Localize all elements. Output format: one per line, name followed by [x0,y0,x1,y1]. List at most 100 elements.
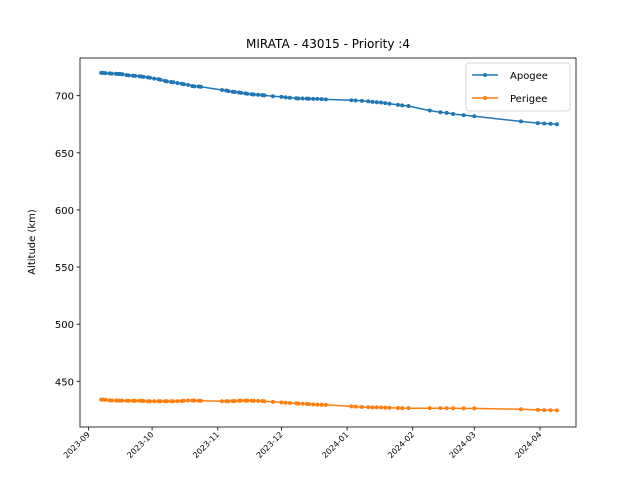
perigee-point [548,408,553,413]
apogee-point [554,122,559,127]
x-tick-label: 2023-12 [255,430,285,460]
apogee-point [175,81,180,86]
apogee-point [152,76,157,81]
apogee-point [518,119,523,124]
apogee-point [374,100,379,105]
x-tick-label: 2023-11 [191,430,221,460]
x-tick-label: 2024-01 [320,430,350,460]
x-axis: 2023-09 2023-10 2023-11 2023-12 2024-01 2024-… [62,427,543,460]
apogee-point [245,91,250,96]
apogee-point [400,103,405,108]
perigee-point [147,399,152,404]
apogee-point [251,92,256,97]
apogee-point [387,101,392,106]
perigee-point [126,398,131,403]
y-tick-label: 450 [55,377,74,388]
apogee-point [383,101,388,106]
apogee-point [126,73,131,78]
perigee-point [353,404,358,409]
perigee-point [245,398,250,403]
apogee-point [548,121,553,126]
perigee-point [378,405,383,410]
apogee-point [315,96,320,101]
apogee-point [406,103,411,108]
apogee-point [300,96,305,101]
perigee-point [279,400,284,405]
apogee-point [270,94,275,99]
perigee-point [226,399,231,404]
perigee-point [387,405,392,410]
chart-title: MIRATA - 43015 - Priority :4 [246,37,410,51]
apogee-point [472,114,477,119]
perigee-point [374,405,379,410]
apogee-point [370,99,375,104]
perigee-point [359,405,364,410]
apogee-point [239,90,244,95]
perigee-point [451,406,456,411]
perigee-point [427,406,432,411]
apogee-point [427,108,432,113]
apogee-point [158,77,163,82]
apogee-point [451,111,456,116]
apogee-point [171,80,176,85]
perigee-point [251,398,256,403]
perigee-point [164,399,169,404]
perigee-point [141,398,146,403]
apogee-point [220,87,225,92]
apogee-point [306,96,311,101]
perigee-point [296,401,301,406]
apogee-point [256,92,261,97]
apogee-point [283,95,288,100]
perigee-point [181,398,186,403]
perigee-point [103,397,108,402]
perigee-point [319,402,324,407]
apogee-point [226,89,231,94]
perigee-point [262,399,267,404]
y-tick-label: 550 [55,263,74,274]
perigee-point [198,398,203,403]
apogee-point [109,71,114,76]
perigee-point [311,402,316,407]
apogee-point [461,113,466,118]
x-tick-label: 2024-03 [448,430,478,460]
y-tick-label: 700 [55,92,74,103]
perigee-point [370,405,375,410]
apogee-point [359,98,364,103]
legend: Apogee Perigee [465,62,571,112]
apogee-point [319,97,324,102]
apogee-point [141,74,146,79]
legend-perigee-marker [483,96,487,100]
perigee-point [270,399,275,404]
perigee-point [120,398,125,403]
perigee-point [383,405,388,410]
perigee-point [395,406,400,411]
perigee-point [171,399,176,404]
apogee-point [311,96,316,101]
legend-perigee-label: Perigee [510,94,547,105]
apogee-point [147,75,152,80]
perigee-point [109,398,114,403]
legend-apogee-label: Apogee [510,71,548,82]
perigee-point [283,400,288,405]
apogee-point [535,121,540,126]
perigee-point [256,398,261,403]
x-tick-label: 2024-02 [386,430,416,460]
apogee-point [287,95,292,100]
x-tick-label: 2023-09 [62,430,92,460]
y-tick-label: 650 [55,149,74,160]
apogee-point [395,102,400,107]
apogee-point [353,98,358,103]
apogee-point [198,84,203,89]
apogee-point [323,97,328,102]
apogee-point [133,73,138,78]
y-tick-label: 500 [55,320,74,331]
perigee-point [444,406,449,411]
apogee-point [103,71,108,76]
perigee-point [438,406,443,411]
apogee-point [349,98,354,103]
apogee-point [444,110,449,115]
perigee-point [366,405,371,410]
y-tick-label: 600 [55,206,74,217]
perigee-point [186,398,191,403]
